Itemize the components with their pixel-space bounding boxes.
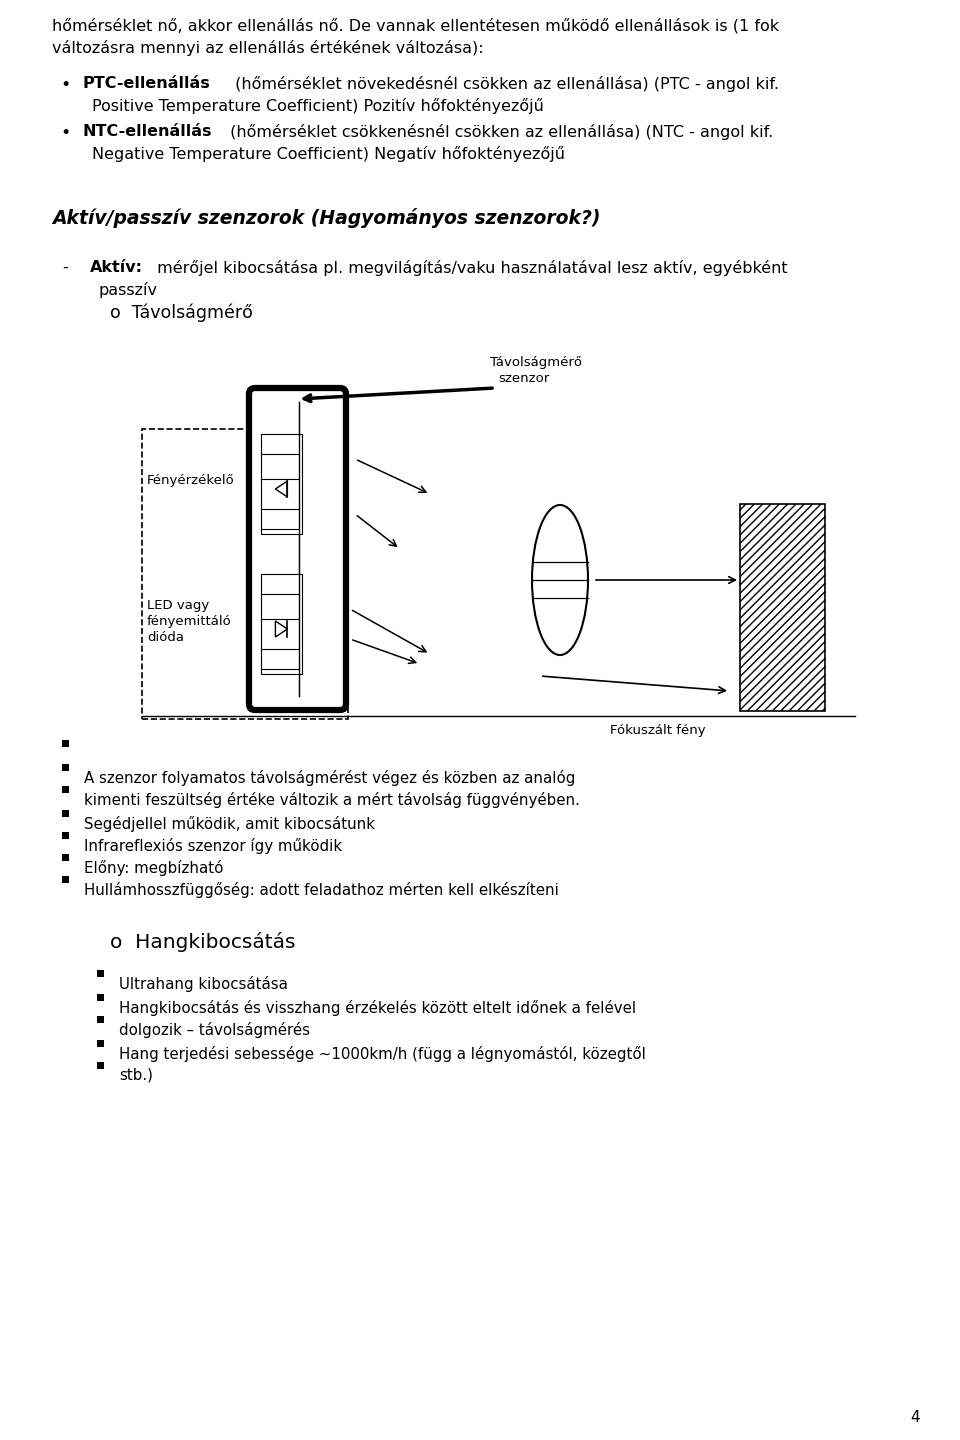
Text: Ultrahang kibocsátása: Ultrahang kibocsátása [119,976,288,992]
Text: Infrareflexiós szenzor így működik: Infrareflexiós szenzor így működik [84,838,342,854]
Text: Hangkibocsátás és visszhang érzékelés között eltelt időnek a felével: Hangkibocsátás és visszhang érzékelés kö… [119,999,636,1017]
Text: szenzor: szenzor [498,372,549,384]
Bar [62,854,69,861]
Bar [62,740,69,747]
Text: Segédjellel működik, amit kibocsátunk: Segédjellel működik, amit kibocsátunk [84,816,375,832]
Text: Positive Temperature Coefficient) Pozitív hőfoktényezőjű: Positive Temperature Coefficient) Pozití… [92,98,544,114]
Text: stb.): stb.) [119,1068,153,1083]
Text: o  Hangkibocsátás: o Hangkibocsátás [110,932,296,952]
Text: fényemittáló: fényemittáló [147,615,231,628]
Text: A szenzor folyamatos távolságmérést végez és közben az analóg: A szenzor folyamatos távolságmérést vége… [84,770,575,786]
Text: kimenti feszültség értéke változik a mért távolság függvényében.: kimenti feszültség értéke változik a mér… [84,792,580,808]
Text: •: • [60,124,70,143]
Text: o  Távolságmérő: o Távolságmérő [110,304,252,323]
Bar [62,832,69,838]
Text: •: • [60,76,70,94]
Text: változásra mennyi az ellenállás értékének változása):: változásra mennyi az ellenállás értékéne… [52,40,484,56]
Bar [97,1061,104,1068]
Bar [62,786,69,792]
Text: Előny: megbízható: Előny: megbízható [84,860,224,876]
Bar [97,994,104,1001]
Text: Hullámhosszfüggőség: adott feladathoz mérten kell elkészíteni: Hullámhosszfüggőség: adott feladathoz mé… [84,881,559,899]
FancyBboxPatch shape [249,387,346,710]
Text: Aktív/passzív szenzorok (Hagyományos szenzorok?): Aktív/passzív szenzorok (Hagyományos sze… [52,207,601,228]
Bar [97,1040,104,1047]
Text: -: - [62,261,68,275]
Text: Fényérzékelő: Fényérzékelő [147,474,235,487]
Text: Negative Temperature Coefficient) Negatív hőfoktényezőjű: Negative Temperature Coefficient) Negatí… [92,145,565,161]
Text: PTC-ellenállás: PTC-ellenállás [82,76,209,91]
Bar [97,969,104,976]
Text: (hőmérséklet csökkenésnél csökken az ellenállása) (NTC - angol kif.: (hőmérséklet csökkenésnél csökken az ell… [225,124,773,140]
Text: Aktív:: Aktív: [90,261,143,275]
Bar [62,809,69,816]
Text: dióda: dióda [147,631,184,644]
Text: mérőjel kibocsátása pl. megvilágítás/vaku használatával lesz aktív, egyébként: mérőjel kibocsátása pl. megvilágítás/vak… [152,261,787,276]
Text: passzív: passzív [98,282,157,298]
Bar [142,429,348,719]
Text: NTC-ellenállás: NTC-ellenállás [82,124,211,140]
Bar [740,504,825,711]
Ellipse shape [532,505,588,655]
Text: dolgozik – távolságmérés: dolgozik – távolságmérés [119,1022,310,1038]
Bar [62,763,69,770]
Text: Távolságmérő: Távolságmérő [490,356,582,369]
Bar [97,1015,104,1022]
Bar [62,876,69,883]
Bar [261,433,301,534]
Text: LED vagy: LED vagy [147,599,209,612]
Text: Fókuszált fény: Fókuszált fény [610,724,706,737]
Bar [261,575,301,674]
Text: 4: 4 [910,1410,920,1426]
Text: hőmérséklet nő, akkor ellenállás nő. De vannak ellentétesen működő ellenállások : hőmérséklet nő, akkor ellenállás nő. De … [52,17,780,33]
Text: (hőmérséklet növekedésnél csökken az ellenállása) (PTC - angol kif.: (hőmérséklet növekedésnél csökken az ell… [230,76,779,92]
Text: Hang terjedési sebessége ~1000km/h (függ a légnyomástól, közegtől: Hang terjedési sebessége ~1000km/h (függ… [119,1045,646,1063]
